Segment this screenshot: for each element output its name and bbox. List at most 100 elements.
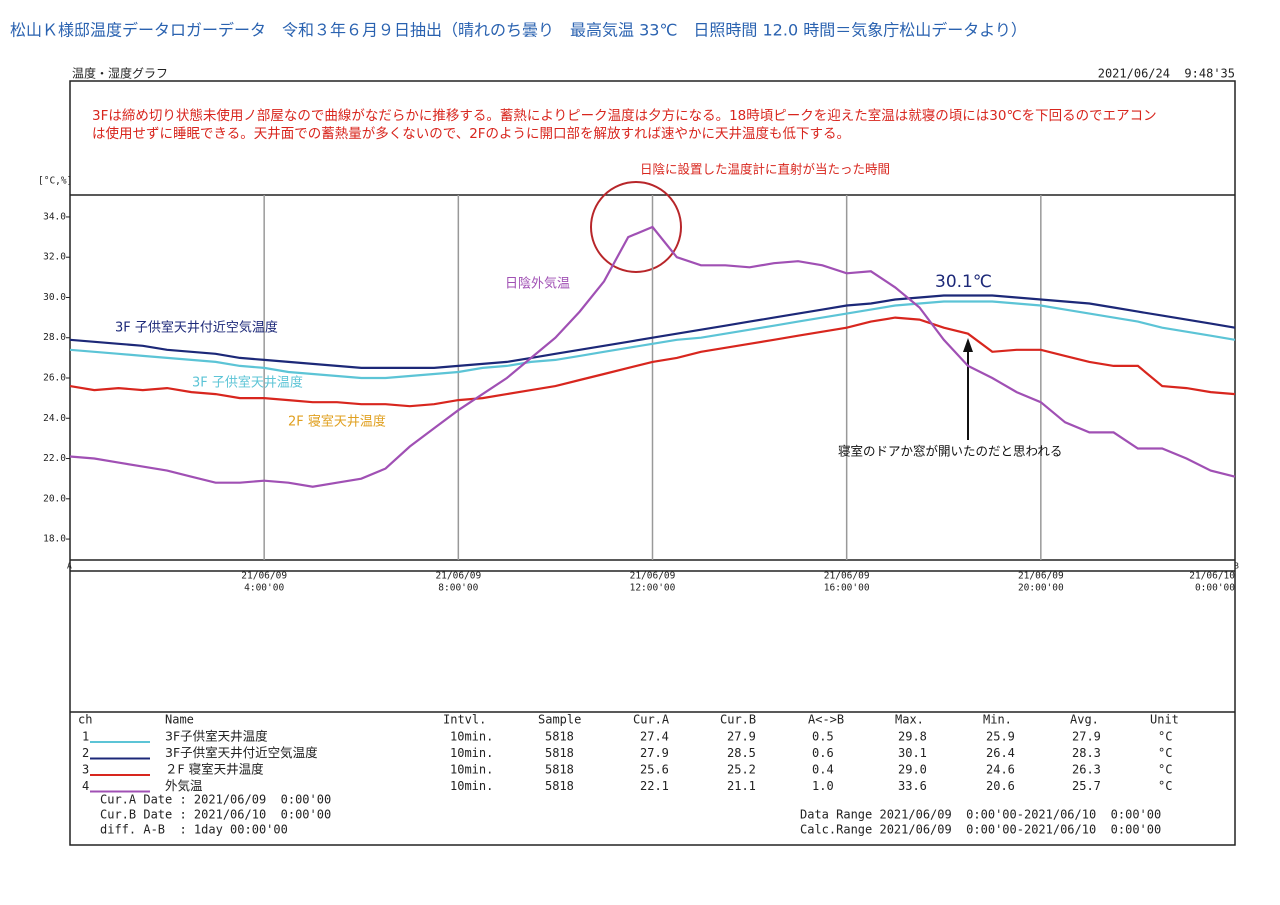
table-cell: 26.3 xyxy=(1072,763,1101,777)
annotation: 日陰外気温 xyxy=(505,276,570,292)
y-tick-label: 26.0 xyxy=(43,373,66,384)
table-cell: 27.9 xyxy=(640,746,669,760)
table-header: Intvl. xyxy=(443,713,486,727)
x-tick-label: 21/06/09 xyxy=(630,571,676,582)
table-cell: 33.6 xyxy=(898,779,927,793)
table-cell: 0.4 xyxy=(812,763,834,777)
table-header: Avg. xyxy=(1070,713,1099,727)
annotation: 30.1℃ xyxy=(935,272,992,292)
arrow-head xyxy=(963,338,973,352)
annotation: 2F 寝室天井温度 xyxy=(288,414,386,430)
table-header: Name xyxy=(165,713,194,727)
note-line: は使用せずに睡眠できる。天井面での蓄熱量が多くないので、2Fのように開口部を解放… xyxy=(92,125,850,142)
table-cell: 25.6 xyxy=(640,763,669,777)
y-tick-label: 28.0 xyxy=(43,332,66,343)
x-tick-label: 21/06/09 xyxy=(824,571,870,582)
footer-text: Calc.Range 2021/06/09 0:00'00-2021/06/10… xyxy=(800,823,1161,837)
y-tick-label: 30.0 xyxy=(43,292,66,303)
table-cell: 0.6 xyxy=(812,746,834,760)
table-cell: °C xyxy=(1158,779,1172,793)
series-line xyxy=(69,300,1236,380)
table-name: ２F 寝室天井温度 xyxy=(165,762,264,777)
table-cell: 25.7 xyxy=(1072,779,1101,793)
x-tick-label: 4:00'00 xyxy=(244,583,284,594)
table-cell: 26.4 xyxy=(986,746,1015,760)
timestamp: 2021/06/24 9:48'35 xyxy=(1098,67,1235,81)
table-header: ch xyxy=(78,713,92,727)
table-cell: °C xyxy=(1158,730,1172,744)
x-tick-label: 21/06/09 xyxy=(1018,571,1064,582)
x-tick-label: 20:00'00 xyxy=(1018,583,1064,594)
cursor-label: B xyxy=(1234,562,1239,571)
table-cell: 5818 xyxy=(545,763,574,777)
footer-text: diff. A-B : 1day 00:00'00 xyxy=(100,823,288,837)
table-cell: 4 xyxy=(82,779,89,793)
table-cell: 27.9 xyxy=(1072,730,1101,744)
y-tick-label: 18.0 xyxy=(43,534,66,545)
highlight-circle xyxy=(590,181,682,273)
annotation: 日陰に設置した温度計に直射が当たった時間 xyxy=(640,162,890,177)
y-tick-label: 32.0 xyxy=(43,252,66,263)
table-cell: 22.1 xyxy=(640,779,669,793)
table-cell: 29.8 xyxy=(898,730,927,744)
note-line: 3Fは締め切り状態未使用ノ部屋なので曲線がなだらかに推移する。蓄熱によりピーク温… xyxy=(92,107,1157,124)
frame xyxy=(69,80,1236,846)
footer-text: Cur.A Date : 2021/06/09 0:00'00 xyxy=(100,793,331,807)
table-cell: 28.5 xyxy=(727,746,756,760)
table-header: Max. xyxy=(895,713,924,727)
footer-text: Cur.B Date : 2021/06/10 0:00'00 xyxy=(100,808,331,822)
table-header: Sample xyxy=(538,713,581,727)
table-name: 3F子供室天井温度 xyxy=(165,729,268,744)
annotation: 3F 子供室天井付近空気温度 xyxy=(115,320,278,336)
table-cell: 10min. xyxy=(450,730,493,744)
table-cell: °C xyxy=(1158,746,1172,760)
table-cell: 2 xyxy=(82,746,89,760)
table-cell: 5818 xyxy=(545,779,574,793)
x-tick-label: 21/06/09 xyxy=(435,571,481,582)
table-cell: 3 xyxy=(82,763,89,777)
x-tick-label: 21/06/09 xyxy=(241,571,287,582)
table-cell: 5818 xyxy=(545,730,574,744)
table-header: Min. xyxy=(983,713,1012,727)
y-tick-label: 24.0 xyxy=(43,413,66,424)
series-line xyxy=(69,294,1236,369)
annotation: 3F 子供室天井温度 xyxy=(192,375,303,391)
table-name: 3F子供室天井付近空気温度 xyxy=(165,745,318,760)
y-tick-label: 22.0 xyxy=(43,453,66,464)
table-cell: 0.5 xyxy=(812,730,834,744)
cursor-label: A xyxy=(67,562,72,571)
table-cell: 27.4 xyxy=(640,730,669,744)
table-cell: 24.6 xyxy=(986,763,1015,777)
table-cell: 1 xyxy=(82,730,89,744)
x-tick-label: 8:00'00 xyxy=(438,583,478,594)
y-tick-label: 34.0 xyxy=(43,211,66,222)
table-cell: 10min. xyxy=(450,779,493,793)
graph-title: 温度・湿度グラフ xyxy=(72,66,168,81)
table-header: A<->B xyxy=(808,713,844,727)
x-tick-label: 16:00'00 xyxy=(824,583,870,594)
y-unit: [°C,%] xyxy=(38,176,72,187)
table-cell: 25.9 xyxy=(986,730,1015,744)
x-tick-label: 0:00'00 xyxy=(1195,583,1235,594)
table-name: 外気温 xyxy=(165,778,203,793)
table-cell: 30.1 xyxy=(898,746,927,760)
x-tick-label: 12:00'00 xyxy=(630,583,676,594)
table-cell: 21.1 xyxy=(727,779,756,793)
series-line xyxy=(69,225,1236,488)
table-cell: 20.6 xyxy=(986,779,1015,793)
table-cell: 28.3 xyxy=(1072,746,1101,760)
table-cell: 5818 xyxy=(545,746,574,760)
series-line xyxy=(69,316,1236,408)
annotation: 寝室のドアか窓が開いたのだと思われる xyxy=(838,444,1062,459)
table-header: Cur.A xyxy=(633,713,670,727)
footer-text: Data Range 2021/06/09 0:00'00-2021/06/10… xyxy=(800,808,1161,822)
table-cell: 10min. xyxy=(450,746,493,760)
x-tick-label: 21/06/10 xyxy=(1189,571,1235,582)
table-cell: °C xyxy=(1158,763,1172,777)
table-cell: 27.9 xyxy=(727,730,756,744)
page-title: 松山Ｋ様邸温度データロガーデータ 令和３年６月９日抽出（晴れのち曇り 最高気温 … xyxy=(10,21,1027,40)
table-cell: 10min. xyxy=(450,763,493,777)
table-cell: 1.0 xyxy=(812,779,834,793)
table-header: Unit xyxy=(1150,713,1179,727)
